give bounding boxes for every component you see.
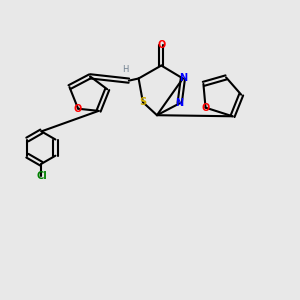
Text: H: H [122,65,129,74]
Text: O: O [201,103,210,112]
Text: S: S [140,97,146,107]
Text: O: O [157,40,165,50]
Text: N: N [176,98,184,108]
Text: N: N [179,74,187,83]
Text: Cl: Cl [36,171,47,181]
Text: O: O [74,104,82,114]
